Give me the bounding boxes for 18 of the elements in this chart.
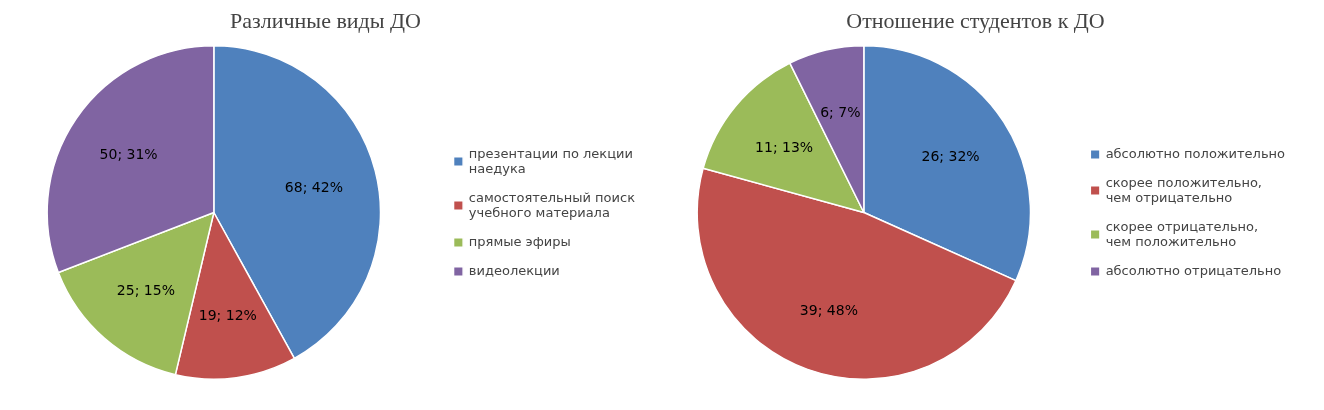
legend-label: презентации по лекции наедука: [468, 146, 633, 176]
data-label: 19; 12%: [198, 306, 257, 323]
legend-label: видеолекции: [468, 263, 560, 278]
legend-label: самостоятельный поиск учебного материала: [468, 190, 635, 220]
data-label: 6; 7%: [820, 103, 861, 120]
legend-label: прямые эфиры: [468, 234, 571, 249]
data-label: 39; 48%: [799, 301, 858, 318]
chart-title: Отношение студентов к ДО: [846, 7, 1105, 33]
data-label: 50; 31%: [99, 146, 158, 163]
data-label: 25; 15%: [116, 282, 175, 299]
data-label: 68; 42%: [284, 178, 343, 195]
legend-label: абсолютно отрицательно: [1105, 263, 1282, 278]
data-label: 11; 13%: [755, 138, 814, 155]
legend-label: скорее положительно, чем отрицательно: [1105, 175, 1262, 205]
data-label: 26; 32%: [921, 148, 980, 165]
legend-label: абсолютно положительно: [1105, 146, 1285, 161]
chart-title: Различные виды ДО: [230, 7, 421, 33]
legend-label: скорее отрицательно, чем положительно: [1105, 219, 1259, 249]
